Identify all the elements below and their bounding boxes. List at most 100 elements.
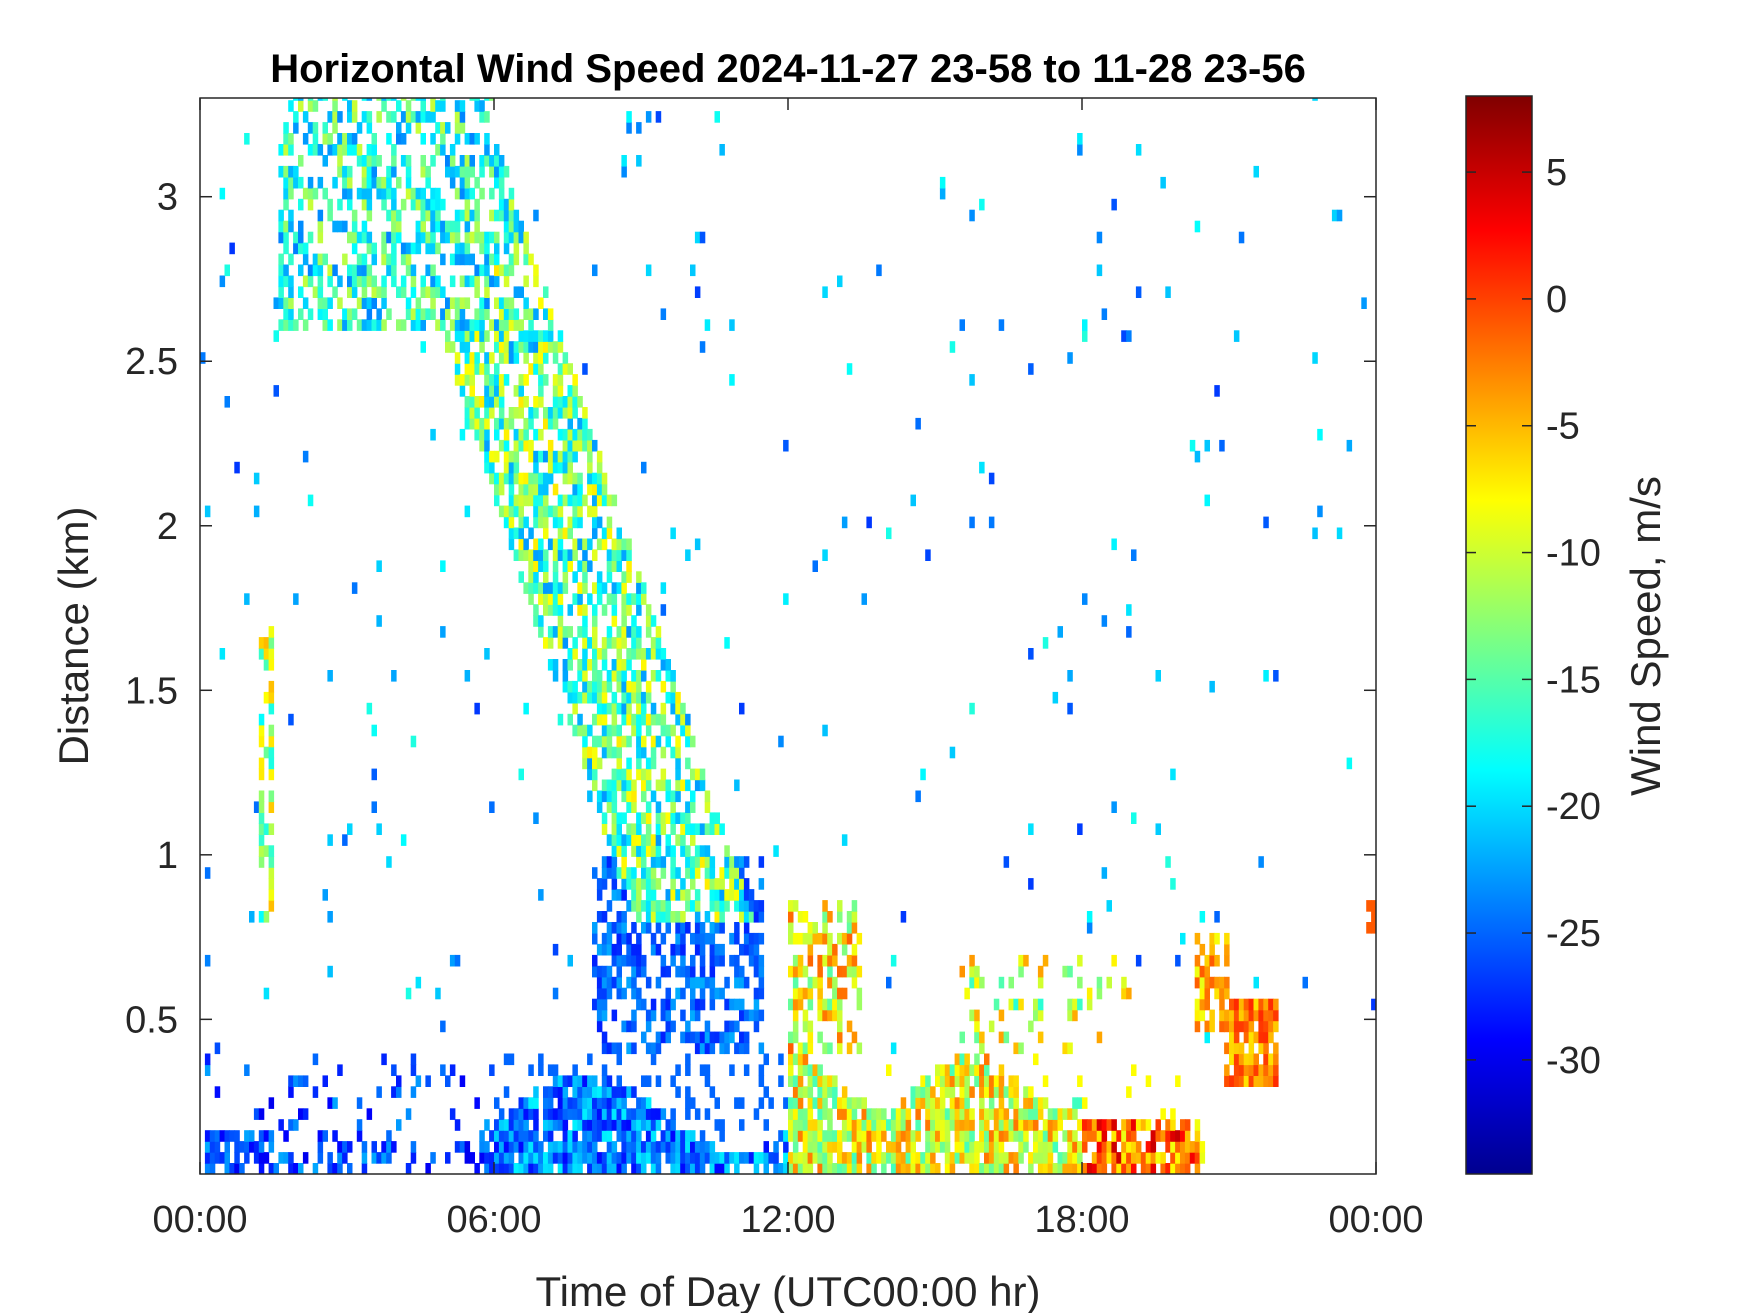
heat-cell [846, 911, 853, 923]
heat-cell [347, 111, 353, 123]
heat-cell [420, 111, 426, 123]
heat-cell [959, 1141, 965, 1153]
heat-cell [582, 549, 588, 561]
heat-cell [396, 231, 402, 244]
heat-cell [626, 659, 632, 671]
heat-cell [474, 209, 480, 222]
heat-cell [988, 1108, 995, 1120]
heat-cell [508, 1141, 515, 1153]
heat-cell [812, 922, 818, 934]
heat-cell [288, 1086, 294, 1098]
heat-cell [474, 100, 480, 112]
heat-cell [601, 867, 608, 879]
heat-cell [655, 779, 662, 792]
heat-cell [435, 286, 441, 298]
heat-cell [518, 220, 524, 233]
heat-cell [518, 330, 524, 342]
heat-cell [386, 111, 392, 123]
heat-cell [391, 144, 397, 156]
colorbar [1465, 95, 1533, 1175]
heat-cell [1023, 1141, 1029, 1153]
heat-cell [616, 812, 622, 824]
heat-cell [587, 790, 593, 803]
heat-cell [405, 155, 412, 167]
heat-cell [1224, 1042, 1230, 1055]
heat-cell [376, 98, 382, 101]
heat-cell [1126, 1141, 1132, 1153]
heat-cell [930, 1119, 936, 1131]
heat-cell [611, 1042, 618, 1055]
heat-cell [494, 374, 500, 386]
heat-cell [1184, 1163, 1191, 1174]
heat-cell [410, 1053, 417, 1066]
heat-cell [935, 1075, 941, 1087]
heat-cell [503, 1119, 510, 1131]
heat-cell [704, 1064, 711, 1076]
heat-cell [1131, 1130, 1137, 1142]
heat-cell [405, 308, 412, 320]
heat-cell [351, 582, 358, 594]
heat-cell [508, 505, 515, 518]
heat-cell [792, 1097, 799, 1109]
heat-cell [670, 1152, 676, 1164]
heat-cell [356, 122, 363, 134]
heat-cell [440, 253, 446, 266]
heat-cell [758, 1152, 765, 1164]
heat-cell [758, 1097, 765, 1109]
heat-cell [788, 998, 794, 1011]
heat-cell [592, 932, 598, 945]
heat-cell [998, 1097, 1005, 1109]
heat-cell [596, 691, 603, 704]
heat-cell [719, 987, 725, 1000]
heat-cell [479, 363, 485, 375]
heat-cell [641, 998, 647, 1011]
heat-cell [626, 943, 632, 956]
heat-cell [523, 494, 529, 507]
heat-cell [979, 1163, 985, 1174]
heat-cell [645, 900, 652, 912]
heat-cell [935, 1064, 941, 1076]
heat-cell [1155, 823, 1161, 835]
heat-cell [655, 812, 662, 824]
heat-cell [391, 155, 397, 167]
heat-cell [533, 472, 539, 485]
heat-cell [753, 998, 760, 1011]
heat-cell [655, 943, 662, 956]
heat-cell [498, 187, 505, 200]
heat-cell [474, 319, 480, 331]
heat-cell [410, 308, 417, 320]
heat-cell [802, 1130, 809, 1142]
heat-cell [1253, 976, 1259, 989]
heat-cell [817, 1031, 823, 1044]
heat-cell [719, 878, 725, 890]
heat-cell [489, 275, 495, 288]
heat-cell [572, 385, 578, 397]
heat-cell [440, 133, 446, 145]
heat-cell [690, 867, 696, 879]
heat-cell [984, 1064, 990, 1076]
heat-cell [636, 932, 642, 945]
heat-cell [709, 878, 716, 890]
heat-cell [832, 1130, 838, 1142]
heat-cell [498, 472, 505, 485]
heat-cell [641, 878, 647, 890]
heat-cell [582, 1097, 588, 1109]
heat-cell [660, 308, 667, 320]
heat-cell [621, 615, 627, 627]
heat-cell [204, 1053, 211, 1066]
heat-cell [1028, 1097, 1034, 1109]
heat-cell [376, 615, 382, 627]
heat-cell [469, 363, 475, 375]
heat-cell [572, 538, 578, 551]
heat-cell [518, 1141, 524, 1153]
heat-cell [361, 111, 368, 123]
heat-cell [925, 1141, 931, 1153]
heat-cell [577, 417, 583, 430]
heat-cell [263, 659, 270, 671]
heat-cell [636, 582, 642, 594]
heat-cell [552, 1075, 559, 1087]
heat-cell [582, 1152, 588, 1164]
heat-cell [626, 538, 632, 551]
heat-cell [699, 823, 706, 835]
heat-cell [1273, 1009, 1279, 1022]
